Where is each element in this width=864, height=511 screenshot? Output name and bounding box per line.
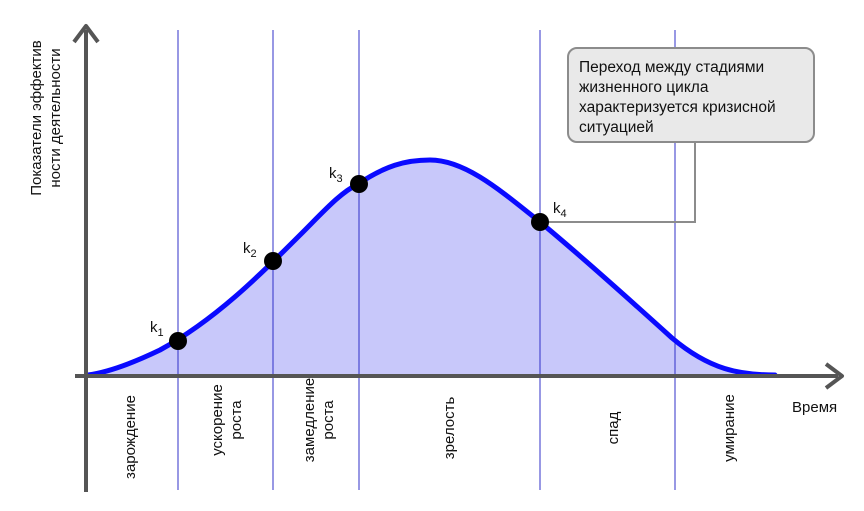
y-axis-label-line-2: ности деятельности bbox=[47, 48, 64, 187]
point-label-k2: k2 bbox=[243, 240, 257, 260]
svg-text:роста: роста bbox=[320, 400, 337, 440]
stage-label-origin: зарождение bbox=[122, 395, 139, 479]
svg-text:ускорение: ускорение bbox=[209, 384, 226, 456]
x-axis-label: Время bbox=[792, 399, 837, 416]
callout-line-2: жизненного цикла bbox=[579, 79, 709, 96]
x-axis-arrow bbox=[824, 362, 844, 390]
stage-label-dying: умирание bbox=[721, 394, 738, 462]
curve-area bbox=[88, 160, 775, 375]
svg-text:спад: спад bbox=[605, 411, 622, 444]
point-k3 bbox=[350, 175, 368, 193]
callout-line-1: Переход между стадиями bbox=[579, 59, 765, 76]
stage-label-maturity: зрелость bbox=[441, 397, 458, 460]
y-axis-label-line-1: Показатели эффектив bbox=[28, 40, 45, 196]
svg-text:зрелость: зрелость bbox=[441, 397, 458, 460]
crisis-callout: Переход между стадиями жизненного цикла … bbox=[567, 47, 815, 143]
callout-connector bbox=[540, 143, 696, 223]
stage-label-growth-acceleration: ускорение роста bbox=[209, 384, 245, 456]
point-label-k1: k1 bbox=[150, 319, 164, 339]
point-k4 bbox=[531, 213, 549, 231]
callout-line-3: характеризуется кризисной bbox=[579, 99, 776, 116]
svg-text:зарождение: зарождение bbox=[122, 395, 139, 479]
life-cycle-curve bbox=[85, 157, 778, 378]
stage-label-decline: спад bbox=[605, 411, 622, 444]
callout-line-4: ситуацией bbox=[579, 119, 654, 136]
y-axis-arrow bbox=[72, 24, 100, 44]
svg-text:замедление: замедление bbox=[301, 378, 318, 462]
point-label-k3: k3 bbox=[329, 165, 343, 185]
svg-text:роста: роста bbox=[228, 400, 245, 440]
stage-label-growth-deceleration: замедление роста bbox=[301, 378, 337, 462]
svg-text:умирание: умирание bbox=[721, 394, 738, 462]
y-axis-label: Показатели эффектив ности деятельности bbox=[28, 40, 64, 196]
point-label-k4: k4 bbox=[553, 200, 567, 220]
point-k1 bbox=[169, 332, 187, 350]
point-k2 bbox=[264, 252, 282, 270]
